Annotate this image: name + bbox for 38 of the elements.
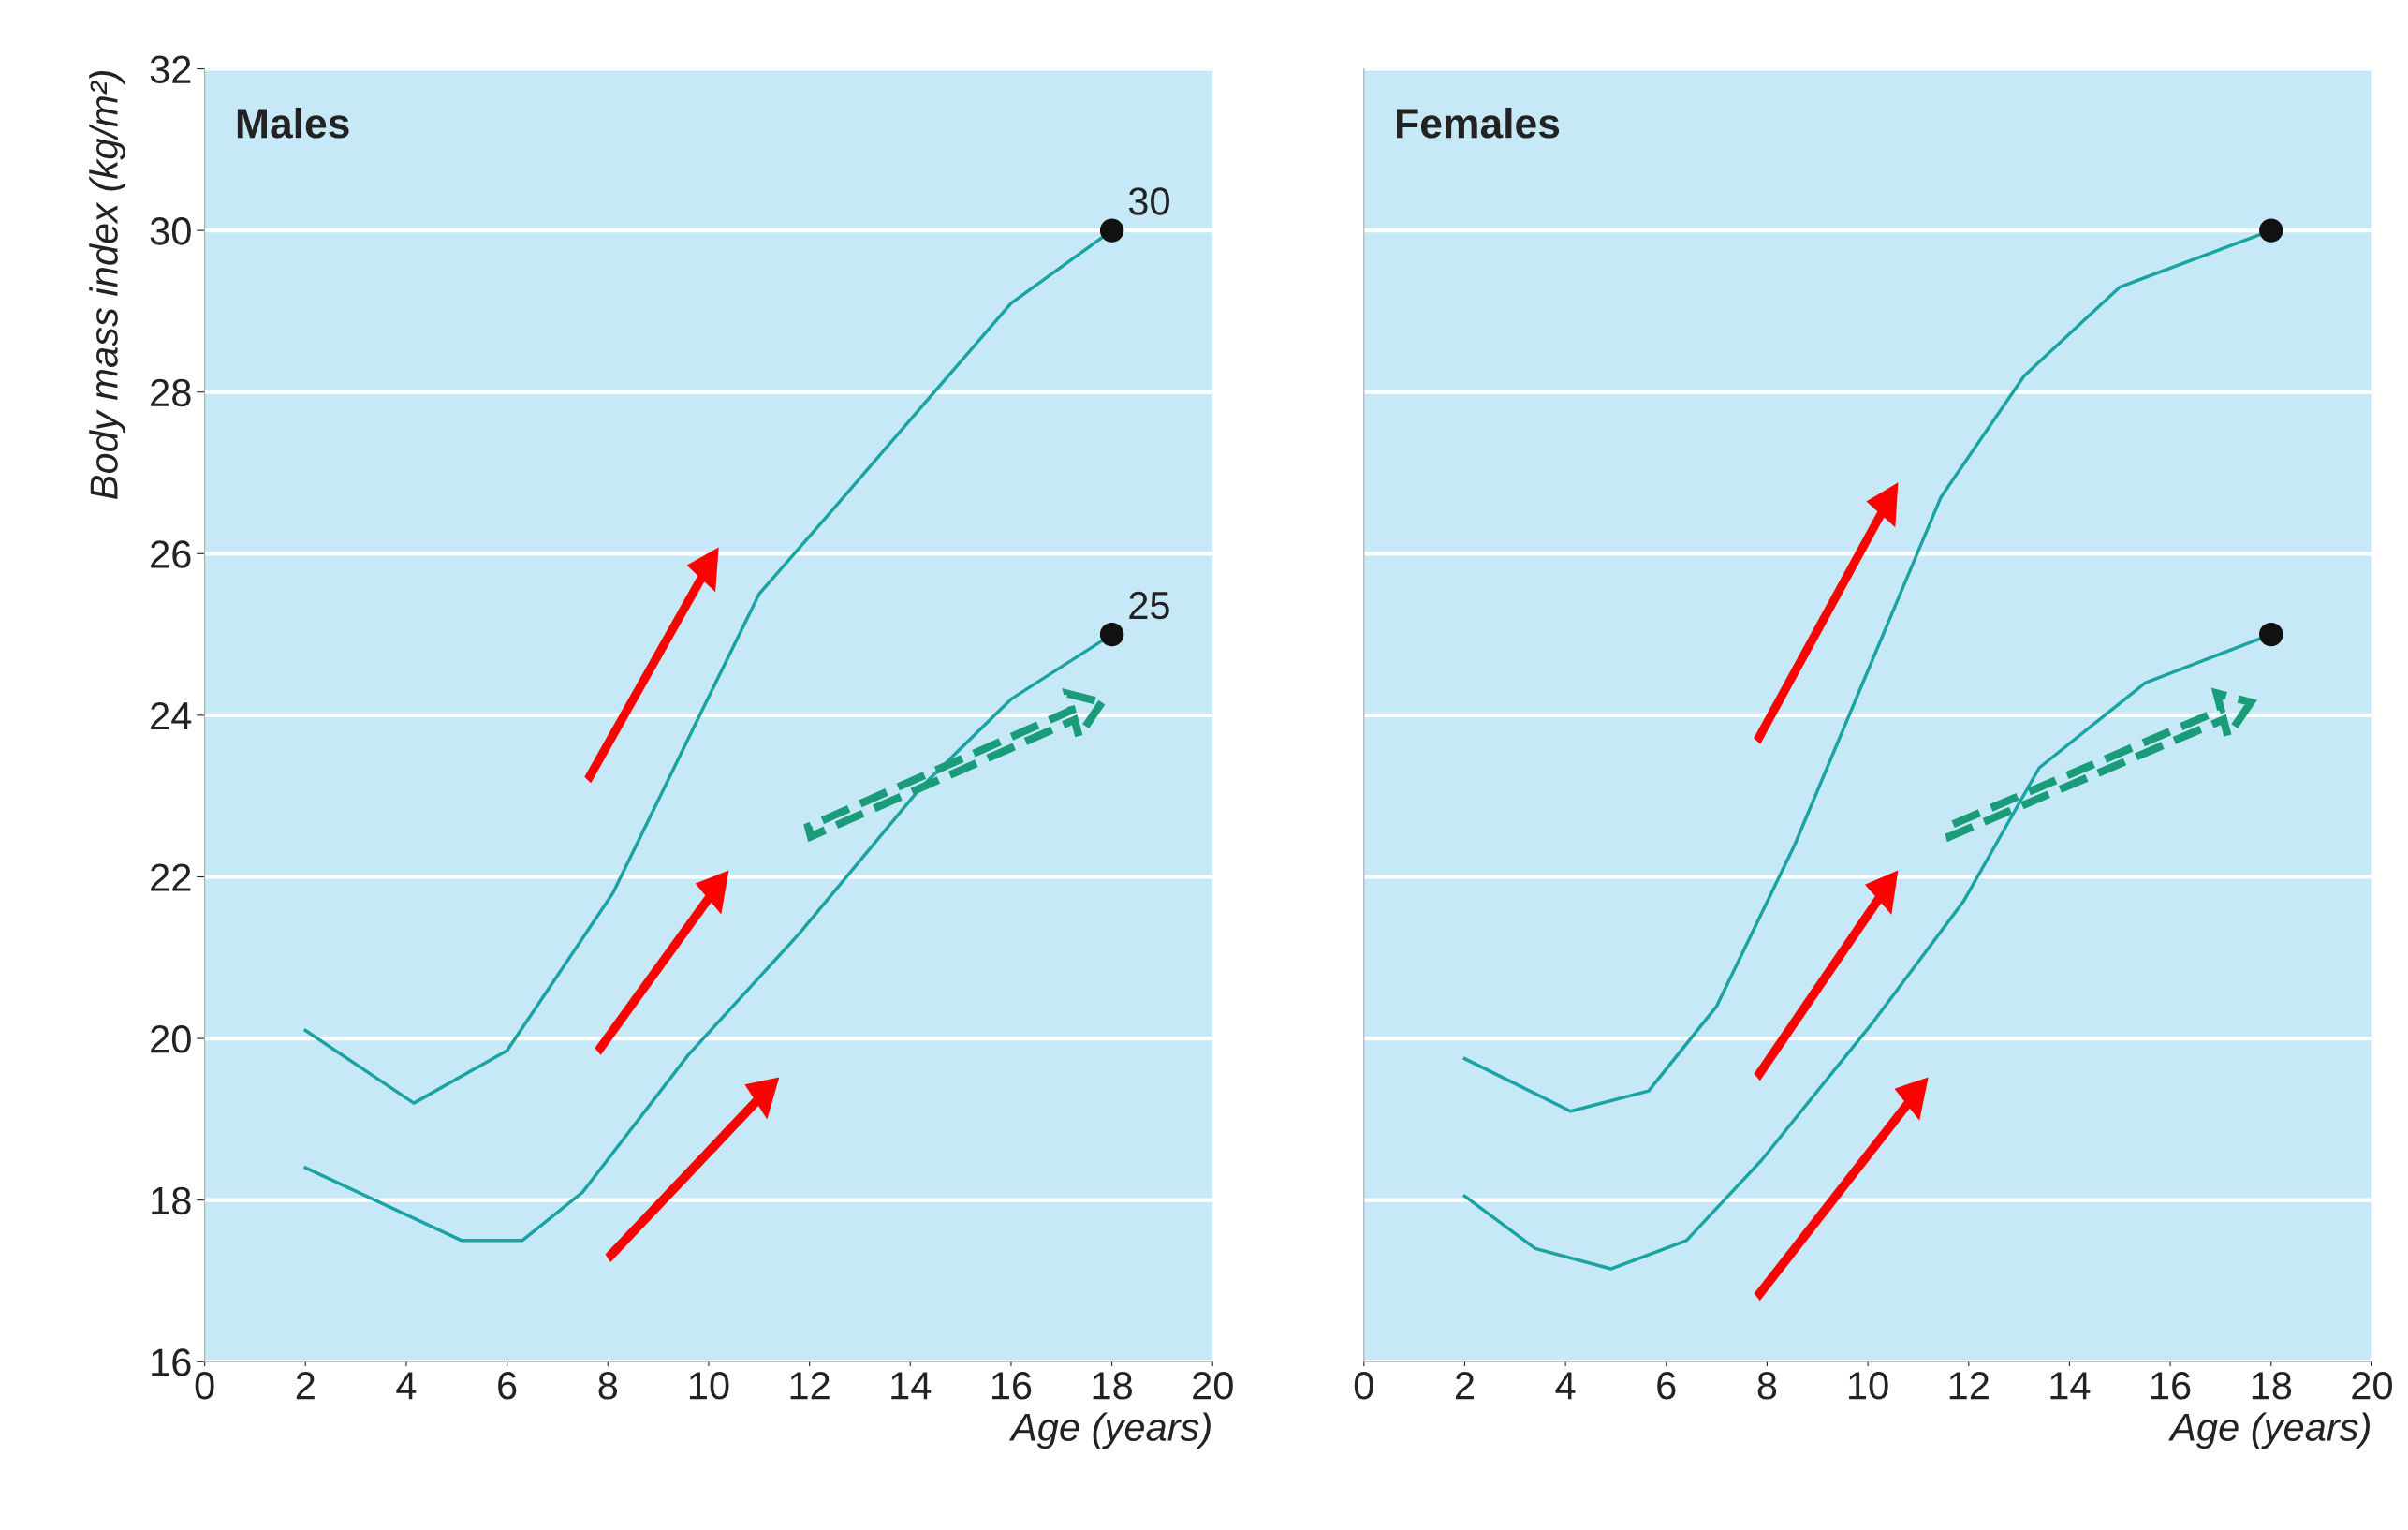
y-tick-label: 26 [151,540,191,568]
x-tick-label: 12 [790,1372,830,1400]
y-tick-label: 22 [151,863,191,891]
x-tick-label: 6 [498,1372,517,1400]
x-tick-label: 2 [1455,1372,1474,1400]
y-tick-label: 28 [151,378,191,407]
x-tick-label: 4 [396,1372,417,1400]
x-tick-label: 8 [598,1372,618,1400]
y-tick-label: 16 [152,1348,191,1376]
x-tick-label: 2 [296,1372,315,1400]
x-tick-label: 18 [2252,1372,2292,1400]
y-tick-label: 20 [151,1025,191,1053]
x-axis-title: Age (years) [2168,1412,2370,1449]
x-tick-label: 8 [1757,1372,1777,1400]
y-tick-label: 18 [152,1186,191,1215]
x-tick-label: 0 [195,1372,214,1400]
y-tick-label: 30 [150,217,191,245]
x-tick-label: 6 [1657,1372,1676,1400]
x-tick-label: 20 [1193,1372,1233,1400]
y-tick-label: 32 [150,55,191,84]
x-tick-label: 20 [2352,1372,2392,1400]
text: Males [237,107,349,139]
y-tick-label: 24 [151,701,192,729]
x-tick-label: 4 [1555,1372,1576,1400]
x-tick-label: 16 [991,1372,1032,1400]
text: Females [1397,107,1560,139]
x-tick-label: 18 [1093,1372,1132,1400]
data-label: 30 [1128,187,1169,215]
y-axis-title: Body mass index (kg/m²) [89,70,126,499]
x-tick-label: 14 [891,1372,932,1400]
x-tick-label: 0 [1354,1372,1373,1400]
x-tick-label: 14 [2050,1372,2091,1400]
x-tick-label: 12 [1949,1372,1989,1400]
x-tick-label: 16 [2151,1372,2191,1400]
x-tick-label: 10 [1849,1372,1888,1400]
x-tick-label: 10 [689,1372,729,1400]
x-axis-title: Age (years) [1008,1412,1211,1449]
data-label: 25 [1129,591,1169,620]
